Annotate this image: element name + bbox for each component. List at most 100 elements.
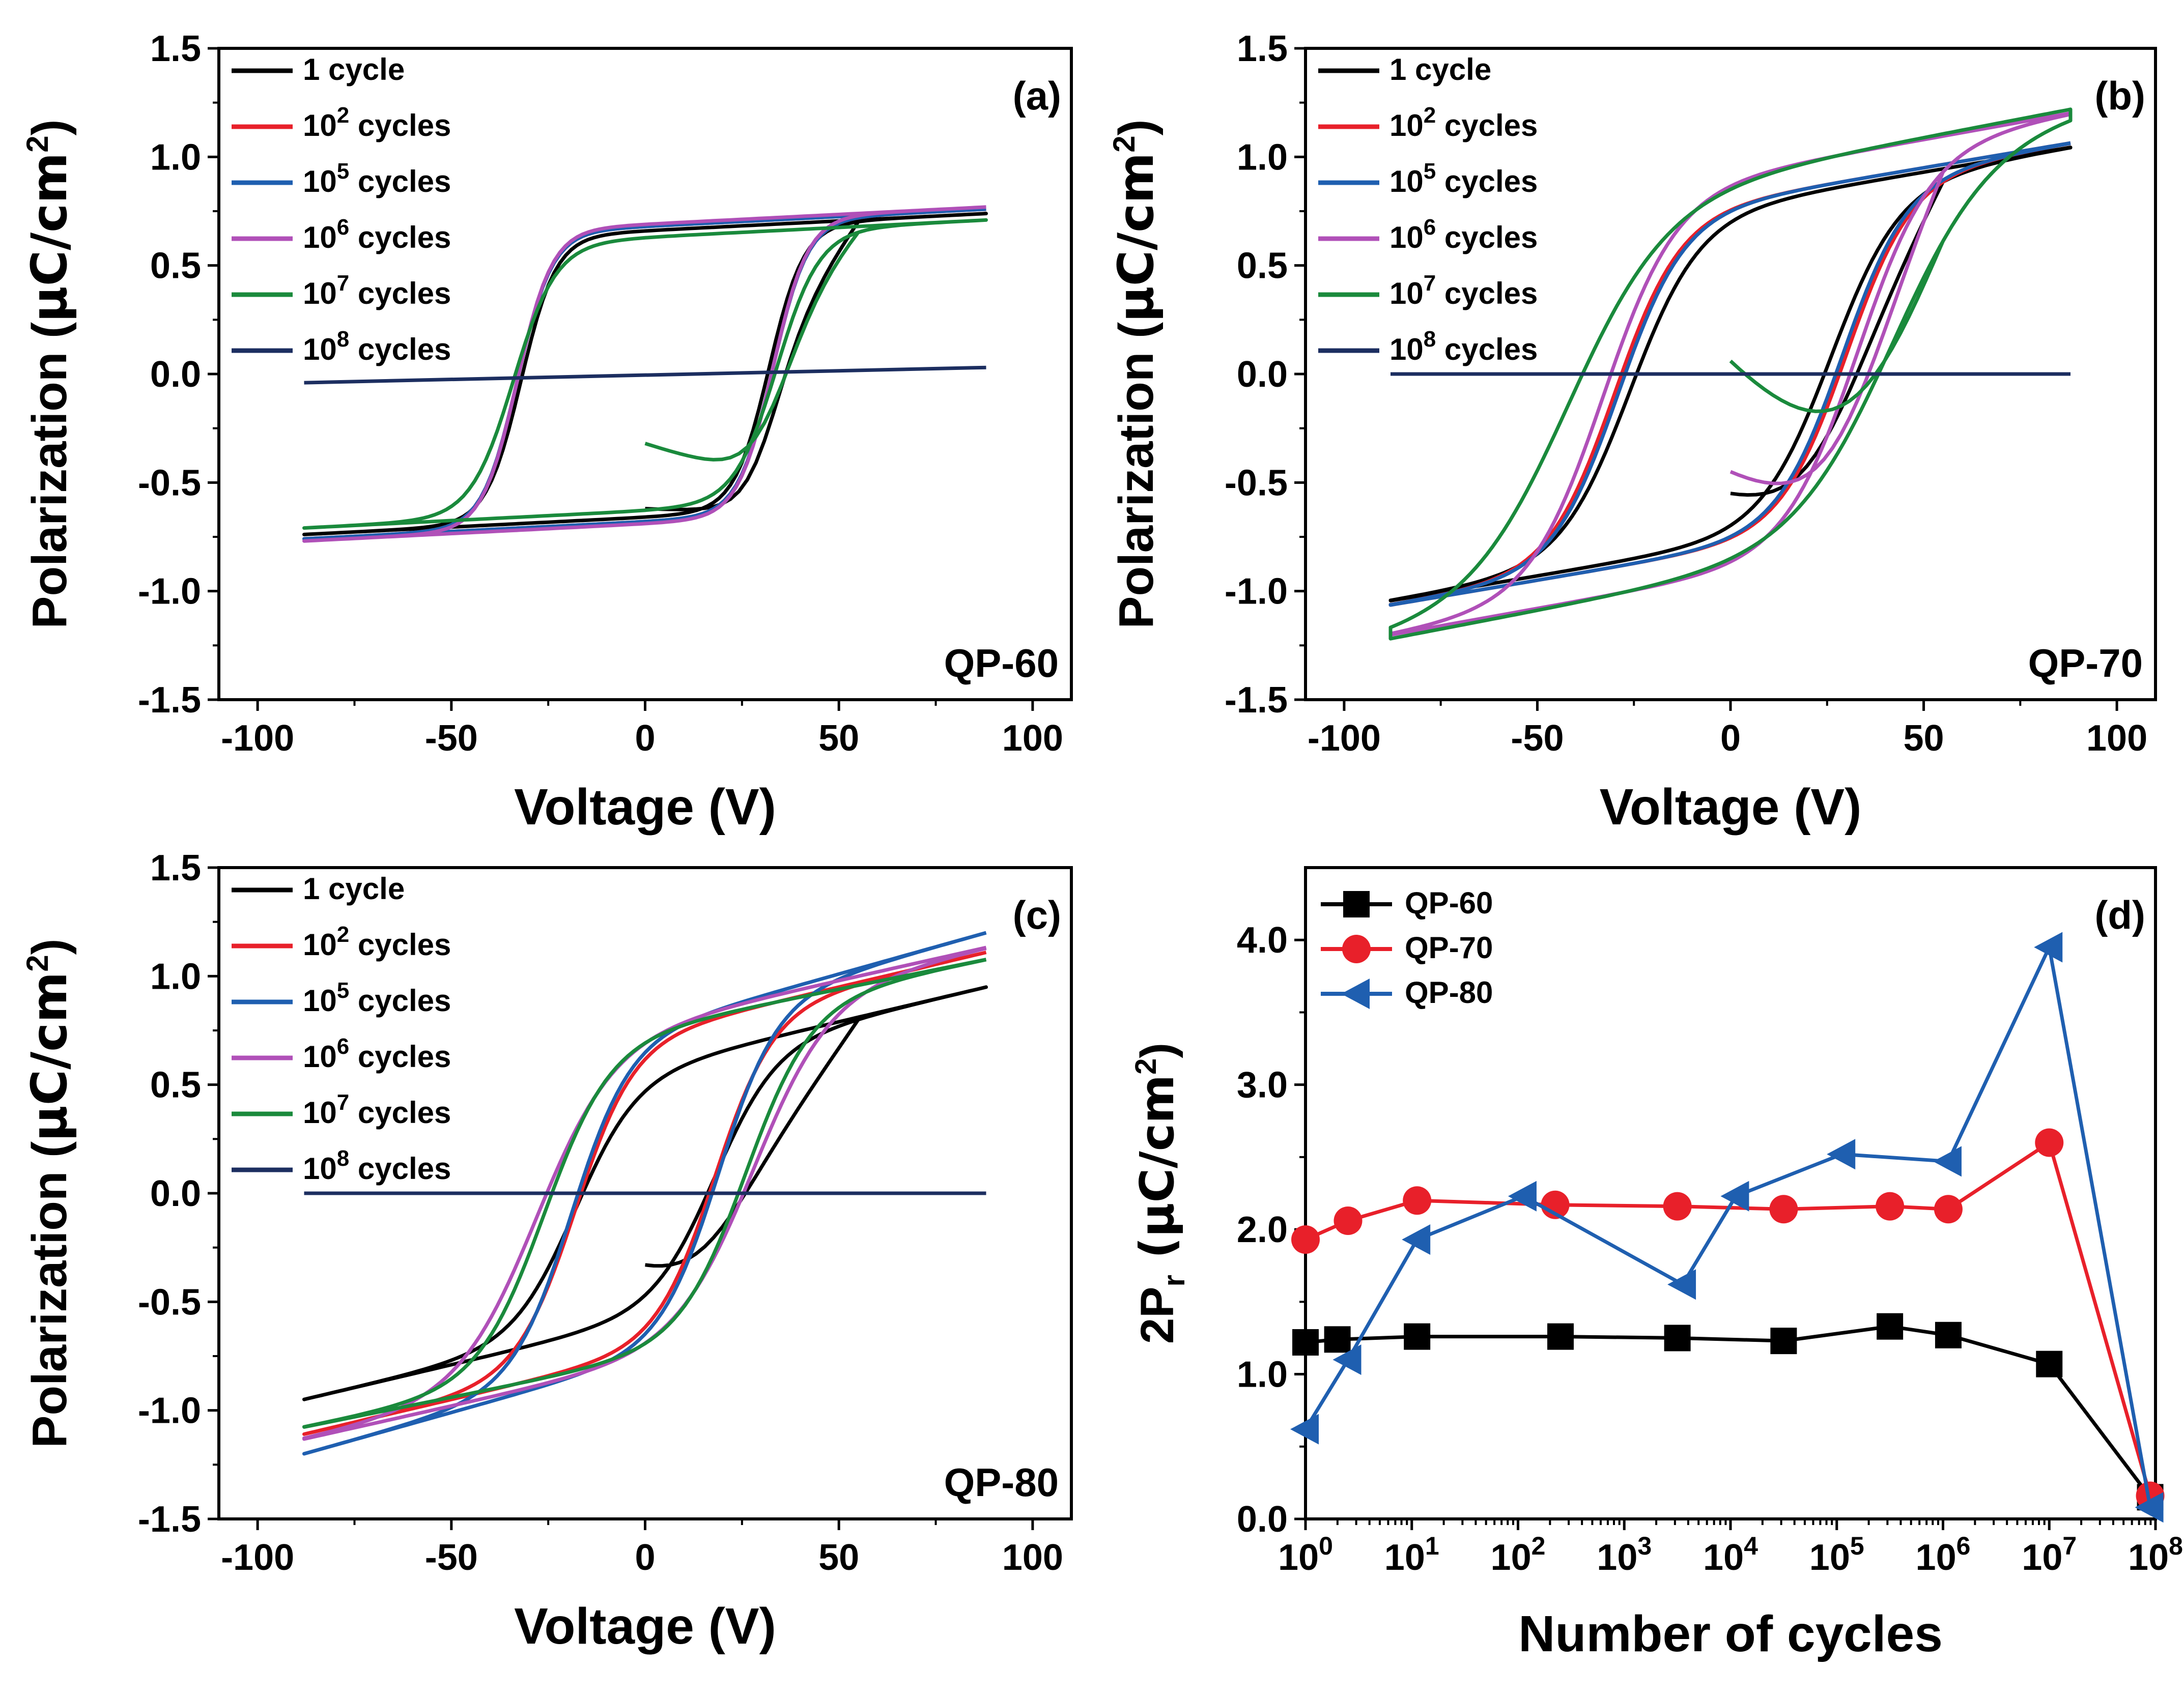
y-tick-label: 0.5	[1237, 246, 1288, 286]
data-point-qp-80	[1667, 1269, 1696, 1300]
panel-tag: (a)	[1013, 73, 1061, 118]
panel-2pr-vs-cycles: 100 101 102 103 104 105 106 107 108 0.0 1.0 2.0 3.0 4…	[1129, 866, 2183, 1662]
legend-label: 105 cycles	[1389, 159, 1538, 198]
legend-label: 102 cycles	[303, 922, 451, 962]
x-tick-label: 0	[1720, 718, 1741, 759]
x-axis-title: Voltage (V)	[1600, 779, 1862, 836]
data-point-qp-80	[2034, 932, 2063, 963]
y-tick-label: -1.5	[1225, 680, 1288, 721]
legend-label: 108 cycles	[1389, 327, 1538, 366]
x-tick-label: 104	[1703, 1532, 1758, 1578]
data-point-qp-60	[1404, 1323, 1431, 1350]
legend-label: 1 cycle	[303, 872, 405, 906]
x-tick-label: 102	[1491, 1532, 1546, 1578]
y-tick-label: 3.0	[1237, 1065, 1288, 1106]
y-tick-label: -0.5	[138, 1282, 201, 1323]
x-tick-label: 107	[2022, 1532, 2077, 1578]
data-point-qp-60	[1664, 1325, 1691, 1352]
y-tick-label: 4.0	[1237, 920, 1288, 961]
y-tick-label: 1.5	[150, 848, 201, 888]
data-point-qp-80	[1827, 1139, 1856, 1170]
data-point-qp-80	[2135, 1492, 2164, 1523]
legend-marker	[1341, 979, 1370, 1009]
y-tick-label: 1.5	[1237, 28, 1288, 69]
legend-label: 105 cycles	[303, 978, 451, 1018]
data-point-qp-60	[1324, 1326, 1351, 1353]
legend-label: 107 cycles	[303, 271, 451, 310]
series-line-qp-60	[1305, 1325, 2152, 1499]
y-tick-label: -1.5	[138, 1499, 201, 1540]
sample-label: QP-70	[2028, 641, 2143, 685]
y-tick-label: 0.5	[150, 246, 201, 286]
x-tick-label: 108	[2128, 1532, 2183, 1578]
y-axis-title: Polarization (μC/cm2)	[20, 938, 78, 1448]
y-tick-label: 1.0	[150, 137, 201, 178]
y-tick-label: 0.0	[1237, 354, 1288, 395]
legend-label: QP-70	[1405, 931, 1493, 965]
x-axis-title: Voltage (V)	[514, 779, 776, 836]
panel-tag: (b)	[2094, 73, 2145, 118]
legend-label: 106 cycles	[1389, 215, 1538, 254]
legend-label: QP-60	[1405, 886, 1493, 920]
data-point-qp-60	[1292, 1329, 1319, 1356]
x-tick-label: 106	[1916, 1532, 1971, 1578]
curves	[302, 205, 988, 543]
data-point-qp-60	[2036, 1351, 2063, 1377]
x-tick-label: 100	[1002, 718, 1063, 759]
y-tick-label: -1.0	[1225, 571, 1288, 612]
x-tick-label: 100	[1278, 1532, 1333, 1578]
y-tick-label: 1.0	[1237, 1355, 1288, 1395]
series-line-qp-80	[1304, 941, 2152, 1508]
y-tick-label: 0.0	[150, 1173, 201, 1214]
series-10-5-cycles	[1388, 141, 2071, 607]
data-point-qp-70	[1769, 1195, 1798, 1224]
data-point-qp-80	[1332, 1344, 1362, 1375]
x-tick-label: 50	[818, 1537, 859, 1578]
panel-tag: (c)	[1013, 893, 1061, 937]
y-tick-label: -0.5	[1225, 463, 1288, 503]
series-1-cycle	[302, 212, 988, 536]
y-tick-label: 0.0	[150, 354, 201, 395]
panel-qp-60: -100 -50 0 50 100 -1.5 -1.0 -0.5 0.0 0.5 1.0 1.5 1 c…	[20, 28, 1073, 836]
x-tick-label: 101	[1384, 1532, 1439, 1578]
y-axis-title: 2Pr (μC/cm2)	[1129, 1043, 1191, 1344]
y-tick-label: 1.0	[150, 956, 201, 997]
panel-qp-70: -100 -50 0 50 100 -1.5 -1.0 -0.5 0.0 0.5 1.0 1.5 1 c…	[1107, 28, 2157, 836]
y-tick-label: 0.5	[150, 1065, 201, 1106]
legend-label: 106 cycles	[303, 215, 451, 254]
x-tick-label: 100	[1002, 1537, 1063, 1578]
y-tick-label: 2.0	[1237, 1210, 1288, 1250]
y-tick-label: 1.5	[150, 28, 201, 69]
data-point-qp-60	[1770, 1328, 1797, 1355]
series-10-5-cycles	[302, 931, 987, 1456]
y-tick-label: 1.0	[1237, 137, 1288, 178]
curves	[1388, 107, 2073, 641]
x-tick-label: -50	[1511, 718, 1564, 759]
data-point-qp-70	[1334, 1206, 1363, 1236]
sample-label: QP-80	[944, 1460, 1059, 1505]
legend-label: 107 cycles	[303, 1090, 451, 1130]
data-point-qp-80	[1290, 1414, 1319, 1445]
legend-marker	[1343, 891, 1370, 917]
x-tick-label: 0	[635, 1537, 655, 1578]
panel-qp-80: -100 -50 0 50 100 -1.5 -1.0 -0.5 0.0 0.5 1.0 1.5 1 c…	[20, 848, 1073, 1655]
x-tick-label: -100	[221, 718, 294, 759]
data-point-qp-80	[1720, 1181, 1749, 1212]
y-axis-title: Polarization (μC/cm2)	[20, 119, 78, 628]
y-tick-label: 0.0	[1237, 1499, 1288, 1540]
data-point-qp-70	[1876, 1192, 1905, 1221]
data-point-qp-60	[1547, 1323, 1574, 1350]
legend-label: QP-80	[1405, 975, 1493, 1010]
data-point-qp-70	[1663, 1192, 1692, 1221]
data-point-qp-70	[1934, 1195, 1963, 1224]
y-tick-label: -0.5	[138, 463, 201, 503]
legend-label: 108 cycles	[303, 327, 451, 366]
series-10-6-cycles	[302, 945, 987, 1441]
y-tick-label: -1.0	[138, 1391, 201, 1431]
data-point-qp-70	[1291, 1225, 1320, 1254]
sample-label: QP-60	[944, 641, 1059, 685]
x-tick-label: 50	[1903, 718, 1944, 759]
data-point-qp-80	[1508, 1181, 1537, 1212]
data-point-qp-70	[1541, 1190, 1570, 1219]
